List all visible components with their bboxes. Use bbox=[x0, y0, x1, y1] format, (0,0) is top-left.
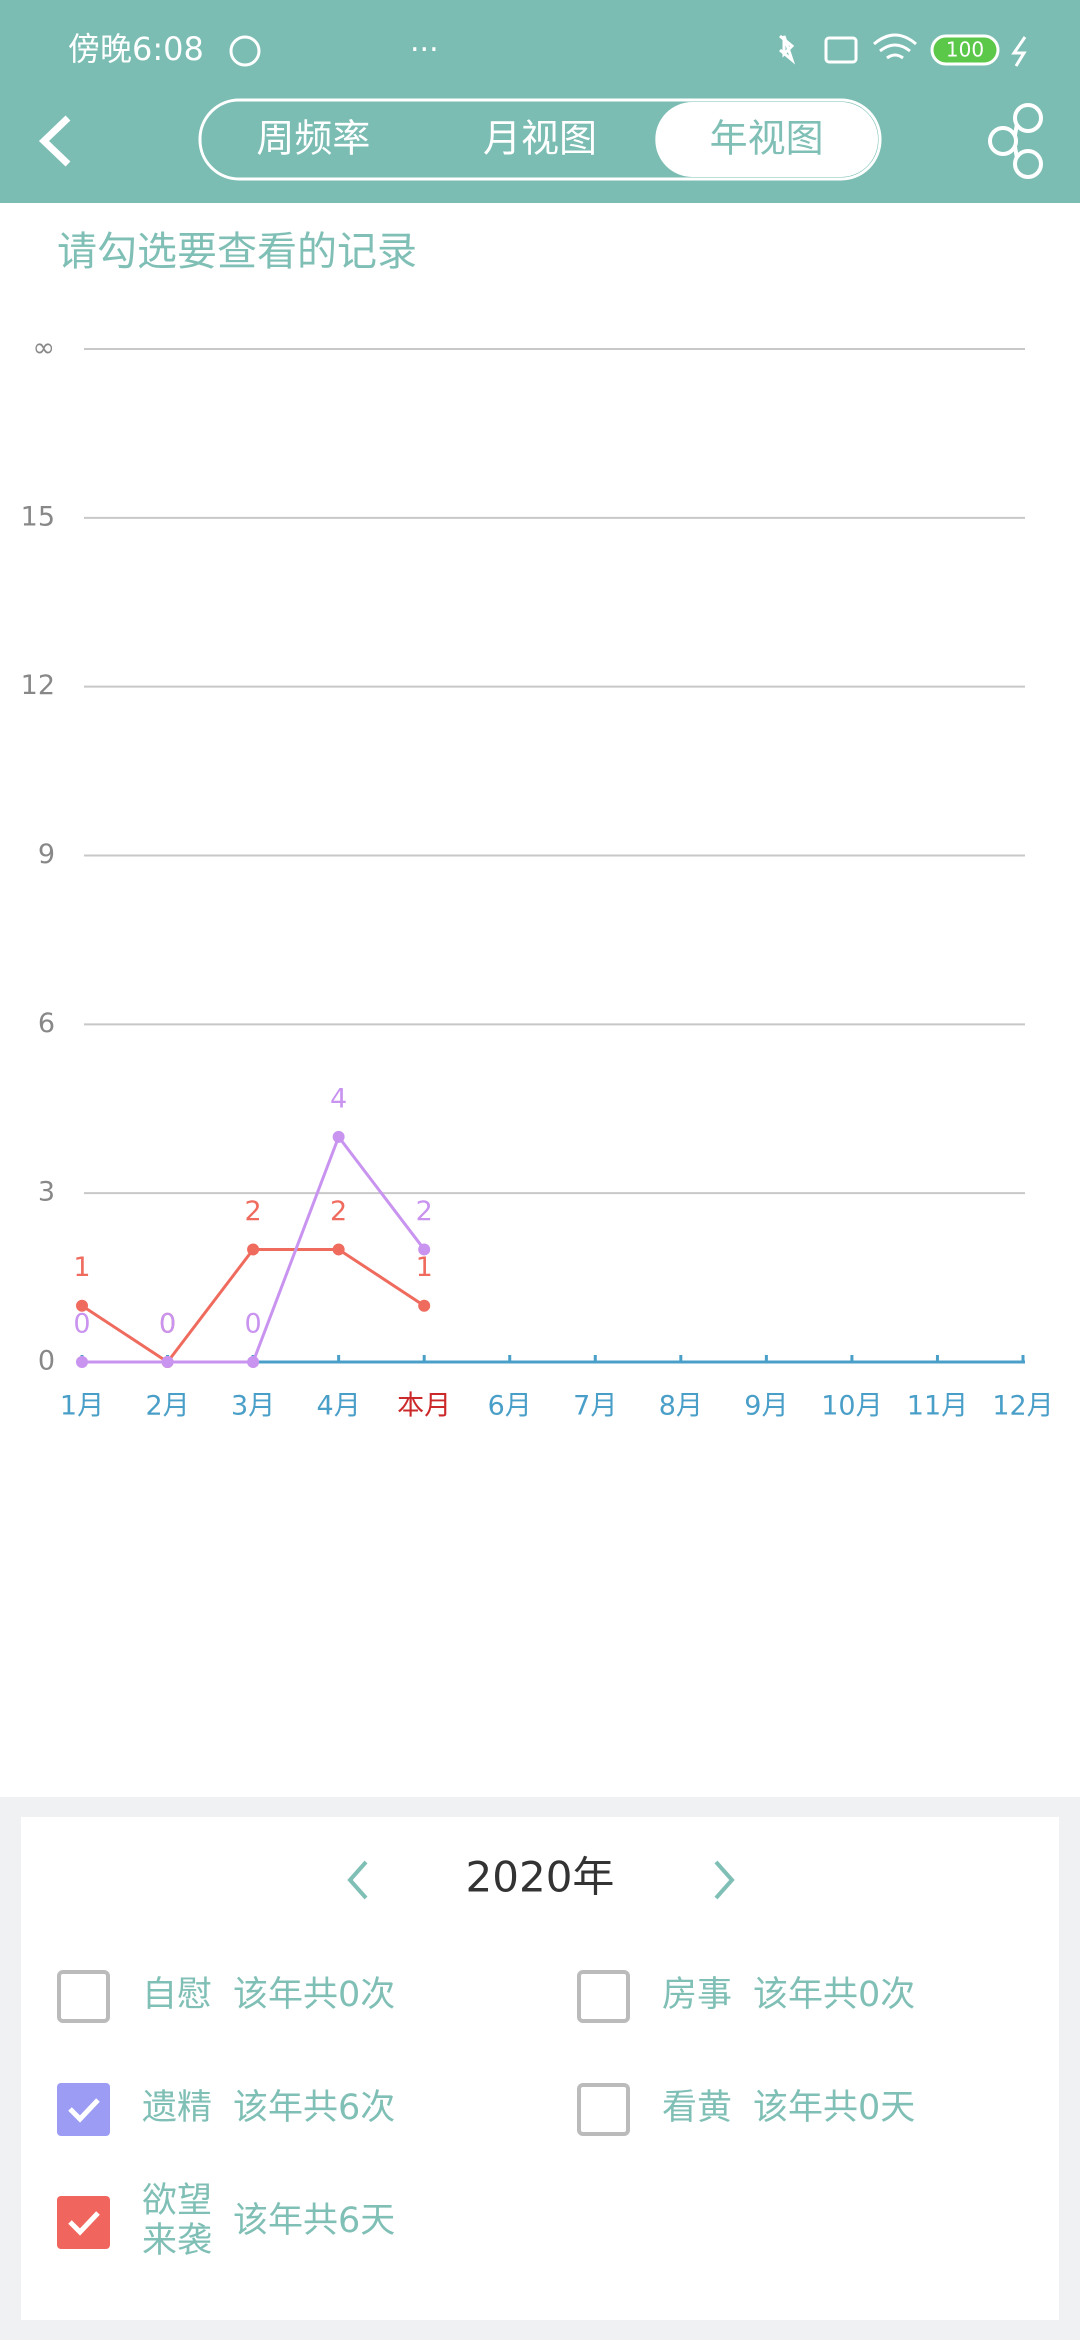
item-count: 该年共0天 bbox=[753, 2088, 915, 2128]
checkbox[interactable] bbox=[57, 2196, 110, 2249]
share-button[interactable] bbox=[988, 103, 1043, 179]
y-tick-label: ∞ bbox=[33, 333, 56, 364]
point bbox=[418, 1299, 431, 1312]
x-tick-label: 2月 bbox=[145, 1391, 189, 1422]
x-tick-label: 本月 bbox=[397, 1391, 451, 1422]
x-tick-label: 12月 bbox=[992, 1391, 1053, 1422]
item-count: 该年共0次 bbox=[753, 1975, 915, 2015]
item-count: 该年共6次 bbox=[233, 2088, 395, 2128]
y-tick-label: 6 bbox=[38, 1008, 55, 1039]
y-tick-label: 15 bbox=[21, 501, 55, 532]
item-label: 自慰 bbox=[142, 1975, 212, 2015]
tab[interactable]: 年视图 bbox=[710, 117, 824, 161]
data-label: 2 bbox=[330, 1196, 347, 1227]
checkbox[interactable] bbox=[57, 1970, 110, 2023]
point bbox=[418, 1243, 431, 1256]
x-tick-label: 6月 bbox=[488, 1391, 532, 1422]
point bbox=[76, 1299, 88, 1312]
checkbox[interactable] bbox=[57, 2083, 110, 2136]
y-tick-label: 0 bbox=[38, 1346, 55, 1377]
tab[interactable]: 月视图 bbox=[483, 117, 597, 161]
data-label: 0 bbox=[159, 1309, 176, 1340]
y-tick-label: 9 bbox=[38, 839, 55, 870]
checkbox[interactable] bbox=[577, 1970, 630, 2023]
checkbox[interactable] bbox=[577, 2083, 630, 2136]
data-label: 2 bbox=[416, 1196, 433, 1227]
point bbox=[247, 1356, 260, 1368]
subtitle: 请勾选要查看的记录 bbox=[57, 229, 417, 275]
x-tick-label: 3月 bbox=[231, 1391, 275, 1422]
item-label: 房事 bbox=[662, 1975, 732, 2015]
next-year[interactable] bbox=[714, 1860, 735, 1900]
x-tick-label: 11月 bbox=[907, 1391, 968, 1422]
tab-active-bg bbox=[655, 102, 878, 177]
item-label: 遗精 bbox=[142, 2088, 212, 2128]
x-tick-label: 9月 bbox=[744, 1391, 788, 1422]
clock: 傍晚6:08 bbox=[68, 30, 204, 68]
point bbox=[161, 1356, 174, 1368]
data-label: 4 bbox=[330, 1083, 347, 1114]
point bbox=[332, 1130, 345, 1143]
back-button[interactable] bbox=[38, 115, 71, 167]
data-label: 1 bbox=[416, 1252, 433, 1283]
status-icons bbox=[229, 33, 1027, 67]
prev-year[interactable] bbox=[347, 1860, 368, 1900]
x-tick-label: 10月 bbox=[821, 1391, 882, 1422]
y-tick-label: 12 bbox=[21, 670, 55, 701]
item-label: 欲望 bbox=[142, 2181, 212, 2221]
item-count: 该年共0次 bbox=[233, 1975, 395, 2015]
point bbox=[76, 1356, 88, 1368]
item-label: 看黄 bbox=[662, 2088, 732, 2128]
tab[interactable]: 周频率 bbox=[256, 117, 370, 161]
data-label: 0 bbox=[73, 1309, 90, 1340]
battery-level: 100 bbox=[946, 38, 984, 62]
x-tick-label: 1月 bbox=[60, 1391, 104, 1422]
item-count: 该年共6天 bbox=[233, 2201, 395, 2241]
y-tick-label: 3 bbox=[38, 1177, 55, 1208]
checkmark bbox=[68, 2098, 100, 2123]
panel bbox=[21, 1817, 1059, 2320]
point bbox=[247, 1243, 260, 1256]
x-tick-label: 8月 bbox=[659, 1391, 703, 1422]
data-label: 2 bbox=[244, 1196, 261, 1227]
data-label: 0 bbox=[244, 1309, 261, 1340]
point bbox=[332, 1243, 345, 1256]
series-line bbox=[81, 1247, 426, 1365]
data-label: 0 bbox=[159, 1309, 176, 1340]
item-label: 来袭 bbox=[142, 2221, 212, 2261]
checkmark bbox=[68, 2211, 100, 2236]
more-dots: ··· bbox=[410, 33, 439, 68]
data-label: 1 bbox=[73, 1252, 90, 1283]
x-tick-label: 4月 bbox=[317, 1391, 361, 1422]
year: 2020年 bbox=[466, 1853, 615, 1902]
x-tick-label: 7月 bbox=[573, 1391, 617, 1422]
